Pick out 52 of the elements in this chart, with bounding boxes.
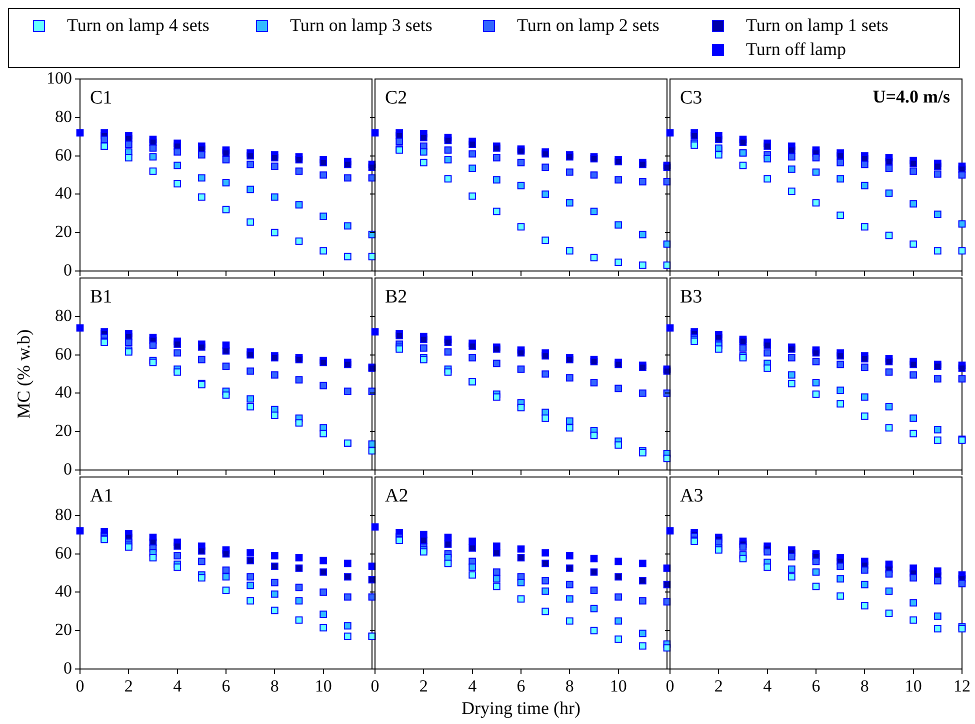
- y-tick-label: 20: [55, 421, 72, 440]
- y-tick-label: 80: [55, 106, 72, 126]
- annotation: U=4.0 m/s: [872, 86, 950, 107]
- x-tick-label: 8: [270, 676, 279, 696]
- x-tick-label: 4: [468, 676, 478, 696]
- x-tick-label: 8: [860, 676, 869, 696]
- x-tick-label: 0: [76, 676, 84, 696]
- x-tick-label: 6: [222, 676, 230, 696]
- y-tick-label: 0: [64, 260, 72, 280]
- legend-label: Turn off lamp: [746, 39, 846, 60]
- y-tick-label: 60: [55, 344, 72, 364]
- chart-title: A1: [90, 485, 114, 506]
- y-tick-label: 40: [55, 582, 72, 601]
- chart-title: A2: [385, 485, 408, 506]
- x-tick-label: 2: [419, 676, 428, 696]
- y-tick-label: 60: [55, 145, 72, 164]
- x-tick-label: 2: [714, 676, 723, 696]
- chart-title: B1: [90, 286, 112, 308]
- y-tick-label: 40: [55, 382, 72, 402]
- x-axis-title: Drying time (hr): [462, 698, 580, 719]
- x-tick-label: 6: [812, 676, 820, 696]
- y-tick-label: 0: [64, 658, 72, 678]
- chart-title: C3: [680, 87, 702, 108]
- x-tick-label: 10: [610, 676, 627, 696]
- legend-label: Turn on lamp 2 sets: [517, 15, 660, 36]
- x-tick-label: 4: [763, 676, 772, 696]
- chart-title: A3: [680, 485, 704, 506]
- y-tick-label: 20: [55, 222, 72, 242]
- x-tick-label: 2: [124, 676, 133, 696]
- chart-title: B3: [680, 286, 702, 308]
- x-tick-label: 0: [666, 676, 674, 696]
- x-tick-label: 10: [314, 676, 332, 696]
- x-tick-label: 8: [565, 676, 574, 696]
- x-tick-label: 10: [904, 676, 922, 696]
- chart-title: C1: [90, 87, 112, 108]
- y-tick-label: 80: [55, 306, 72, 325]
- x-tick-label: 12: [954, 676, 970, 696]
- y-tick-label: 80: [55, 504, 72, 524]
- x-tick-label: 4: [173, 676, 182, 696]
- legend-label: Turn on lamp 4 sets: [67, 15, 210, 36]
- y-tick-label: 0: [64, 459, 72, 478]
- legend-label: Turn on lamp 3 sets: [290, 15, 432, 36]
- x-tick-label: 0: [370, 676, 380, 696]
- y-tick-label: 100: [46, 68, 72, 88]
- y-tick-label: 60: [55, 543, 72, 562]
- chart-title: C2: [385, 87, 408, 108]
- legend-label: Turn on lamp 1 sets: [746, 15, 888, 36]
- chart-title: B2: [385, 286, 408, 308]
- y-axis-title: MC (% w.b): [14, 329, 34, 419]
- x-tick-label: 6: [516, 676, 526, 696]
- y-tick-label: 40: [55, 184, 72, 203]
- y-tick-label: 20: [55, 620, 72, 640]
